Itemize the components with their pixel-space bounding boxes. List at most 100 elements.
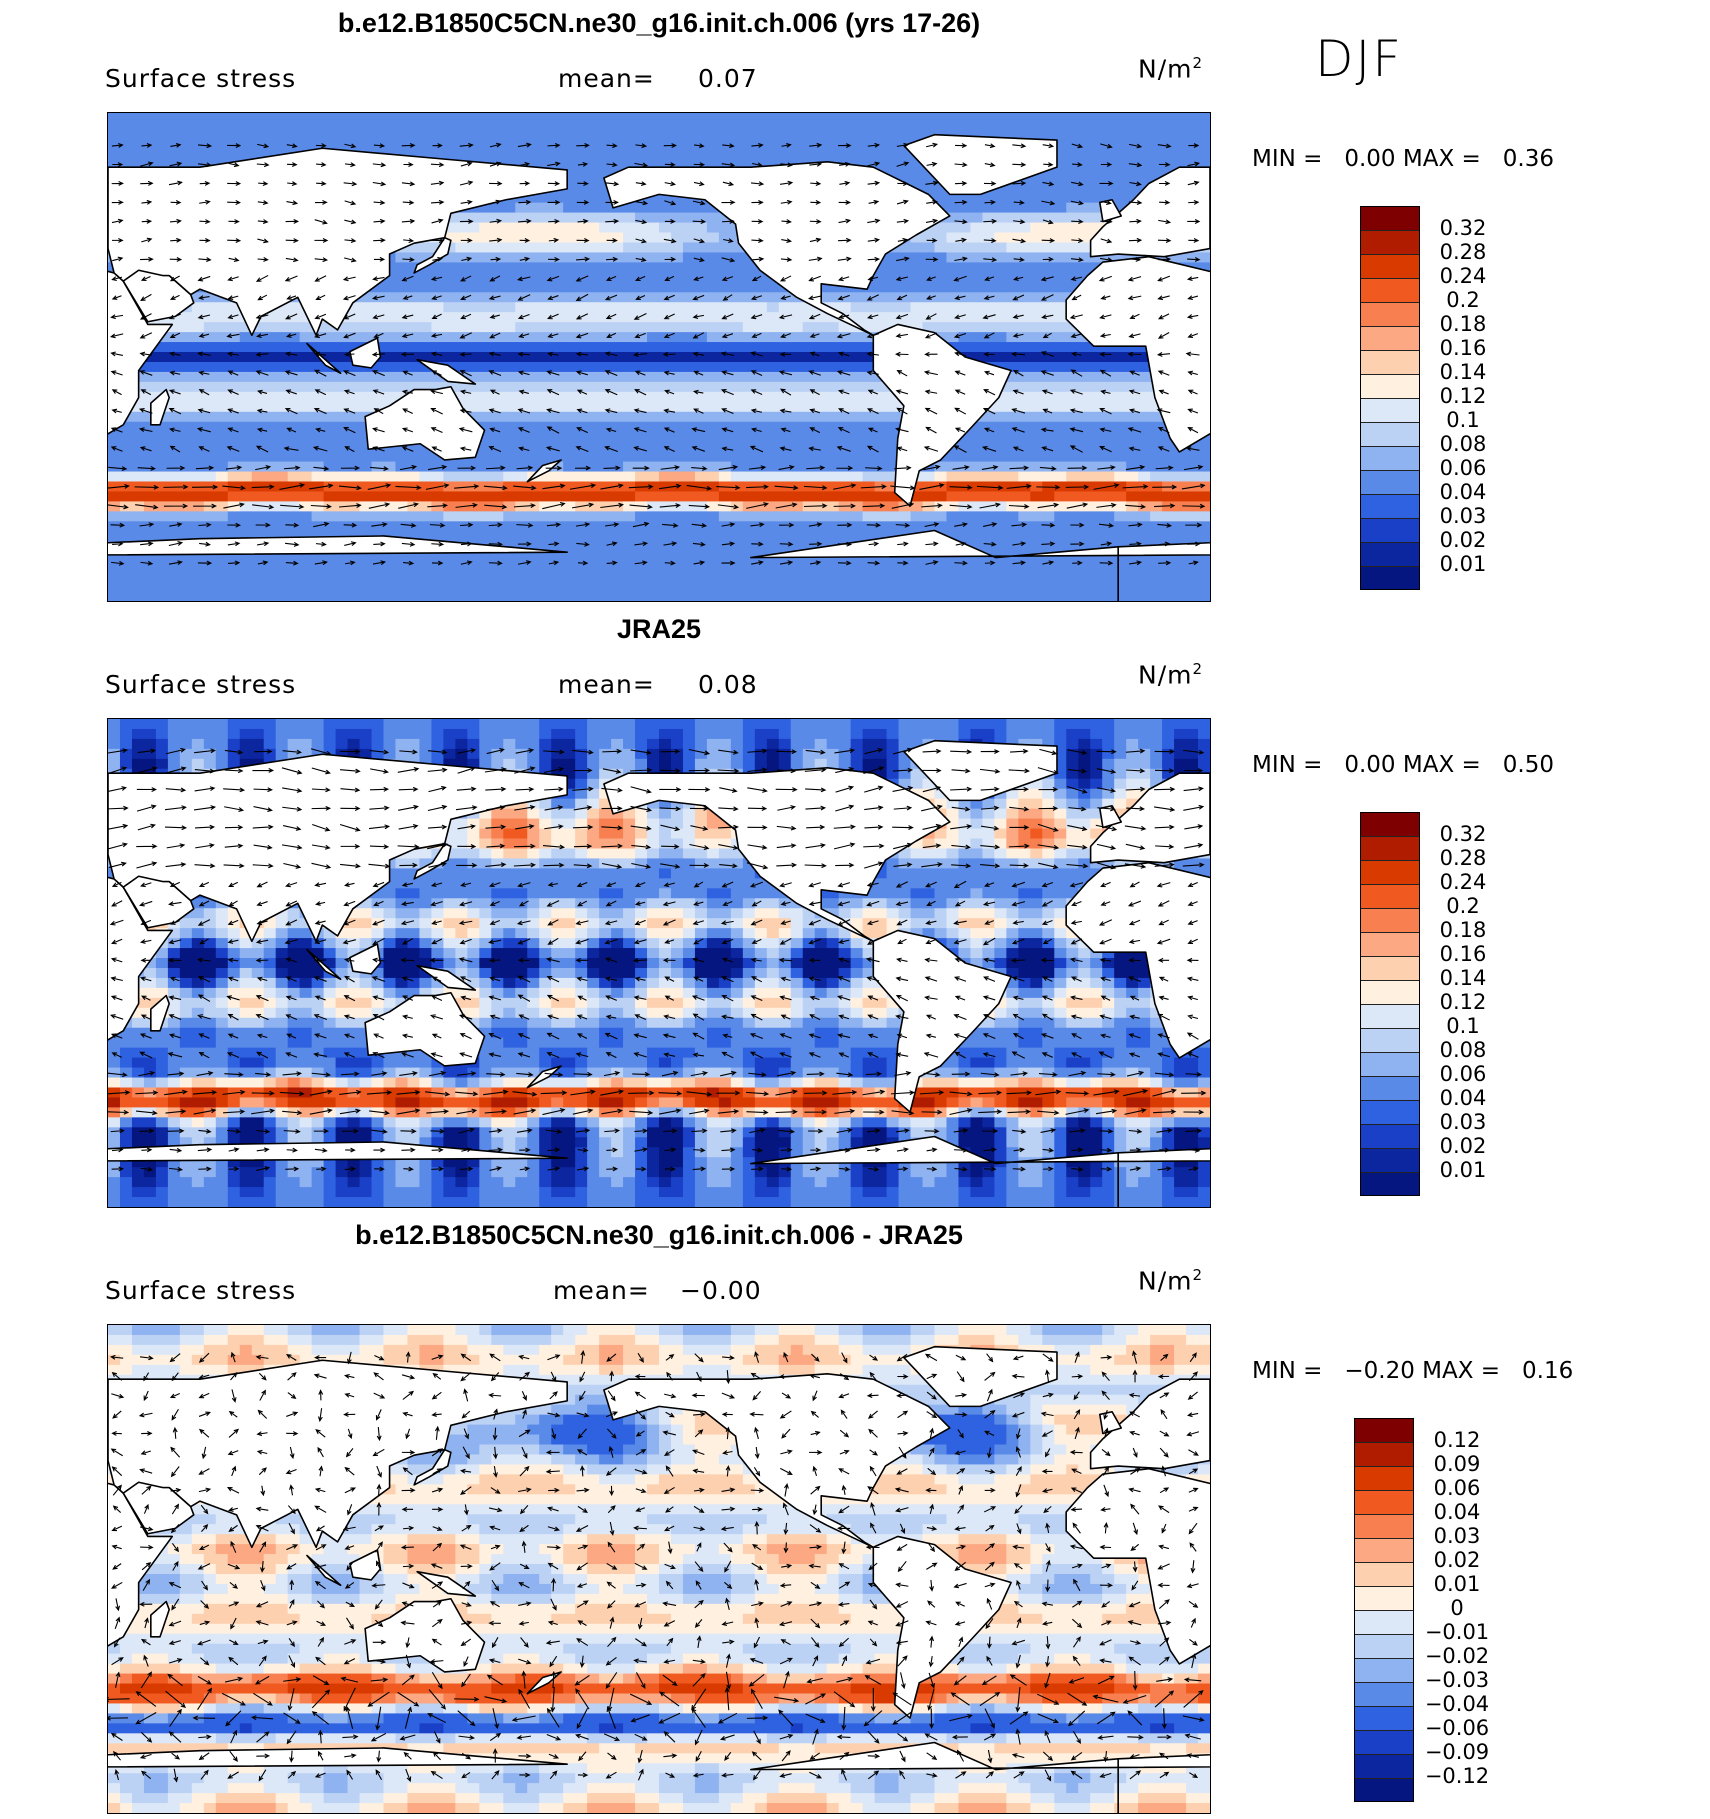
land-australia [364,991,486,1067]
colorbar-cell [1360,518,1420,542]
colorbar-cell [1354,1418,1414,1442]
minmax-readout: MIN = 0.00 MAX = 0.36 [1252,146,1554,172]
panel-model: b.e12.B1850C5CN.ne30_g16.init.ch.006 (yr… [0,0,1710,606]
colorbar-cell [1354,1586,1414,1610]
variable-label: Surface stress [105,670,297,699]
panel-difference: b.e12.B1850C5CN.ne30_g16.init.ch.006 - J… [0,1212,1710,1818]
colorbar-tick-label: 0.28 [1439,240,1487,264]
map-observation [107,718,1211,1208]
land-europe [1089,1378,1210,1470]
colorbar-tick-label: 0.1 [1446,1014,1480,1038]
variable-label: Surface stress [105,1276,297,1305]
colorbar-tick-label: 0.2 [1446,894,1480,918]
colorbar-frame [1360,206,1420,590]
colorbar-cell [1360,206,1420,230]
colorbar-cell [1360,374,1420,398]
land-japan [413,236,452,274]
colorbar-tick-label: 0.24 [1439,264,1487,288]
land-japan [413,842,452,880]
map-model [107,112,1211,602]
panel-title: b.e12.B1850C5CN.ne30_g16.init.ch.006 - J… [355,1220,963,1250]
colorbar-cell [1360,1076,1420,1100]
colorbar-tick-label: 0.14 [1439,966,1487,990]
colorbar-cell [1354,1754,1414,1778]
colorbar-cell [1354,1778,1414,1802]
colorbar-tick-label: 0.08 [1439,432,1487,456]
colorbar-tick-label: 0.09 [1433,1452,1481,1476]
panel-title: JRA25 [616,614,702,644]
colorbar-cell [1354,1466,1414,1490]
colorbar-cell [1360,278,1420,302]
colorbar-cell [1360,326,1420,350]
colorbar-tick-label: 0.04 [1439,1086,1487,1110]
colorbar-cell [1354,1706,1414,1730]
colorbar-cell [1354,1658,1414,1682]
colorbar-cell [1360,860,1420,884]
land-arabia [122,269,195,323]
minmax-readout: MIN = 0.00 MAX = 0.50 [1252,752,1554,778]
land-madagascar [150,388,170,426]
colorbar-tick-label: 0.01 [1433,1572,1481,1596]
colorbar-tick-label: 0.03 [1439,1110,1487,1134]
colorbar-frame [1360,812,1420,1196]
land-antarctica [108,1741,1210,1813]
colorbar-tick-label: −0.04 [1424,1692,1490,1716]
colorbar-cell [1360,1148,1420,1172]
stress-vectors [108,747,1207,1172]
land-southAmerica [872,929,1012,1113]
colorbar-tick-label: 0.04 [1439,480,1487,504]
colorbar-cell [1360,1100,1420,1124]
colorbar-cell [1360,932,1420,956]
land-uk [1099,804,1123,829]
land-borneo [349,943,382,975]
land-australia [364,1597,486,1673]
colorbar-tick-label: 0.08 [1439,1038,1487,1062]
colorbar-cell [1354,1442,1414,1466]
mean-value: −0.00 [680,1276,762,1305]
colorbar-tick-label: 0.03 [1433,1524,1481,1548]
colorbar-cell [1354,1538,1414,1562]
units-label: N/m2 [1138,1266,1204,1296]
colorbar-cell [1354,1514,1414,1538]
colorbar-frame [1354,1418,1414,1802]
colorbar-tick-label: 0.14 [1439,360,1487,384]
colorbar-tick-label: 0.03 [1439,504,1487,528]
colorbar-cell [1360,956,1420,980]
colorbar-tick-label: −0.09 [1424,1740,1490,1764]
colorbar-cell [1360,422,1420,446]
land-northAmerica [603,767,951,943]
colorbar-tick-label: 0.01 [1439,552,1487,576]
variable-label: Surface stress [105,64,297,93]
units-label: N/m2 [1138,660,1204,690]
land-europe [1089,166,1210,258]
colorbar-tick-label: 0.28 [1439,846,1487,870]
units-label: N/m2 [1138,54,1204,84]
colorbar-cell [1360,1172,1420,1196]
colorbar-cell [1360,350,1420,374]
colorbar-tick-label: −0.02 [1424,1644,1490,1668]
colorbar-tick-label: 0.12 [1439,384,1487,408]
minmax-readout: MIN = −0.20 MAX = 0.16 [1252,1358,1574,1384]
colorbar-tick-label: 0.2 [1446,288,1480,312]
colorbar-cell [1360,398,1420,422]
land-europe [1089,772,1210,864]
colorbar-cell [1360,302,1420,326]
colorbar-tick-label: 0.18 [1439,312,1487,336]
land-madagascar [150,994,170,1032]
colorbar-tick-label: 0.01 [1439,1158,1487,1182]
colorbar-cell [1360,980,1420,1004]
colorbar-tick-label: 0.02 [1439,1134,1487,1158]
land-southAmerica [872,323,1012,507]
map-field [108,719,1210,1207]
land-newGuinea [416,1570,477,1597]
colorbar-tick-label: 0.06 [1433,1476,1481,1500]
season-label: DJF [1315,30,1404,88]
colorbar-tick-label: 0.32 [1439,822,1487,846]
colorbar-tick-label: −0.03 [1424,1668,1490,1692]
colorbar-tick-label: −0.01 [1424,1620,1490,1644]
colorbar-cell [1360,446,1420,470]
colorbar-tick-label: 0 [1450,1596,1464,1620]
colorbar-cell [1360,1052,1420,1076]
land-southAmerica [872,1535,1012,1719]
colorbar-cell [1360,836,1420,860]
